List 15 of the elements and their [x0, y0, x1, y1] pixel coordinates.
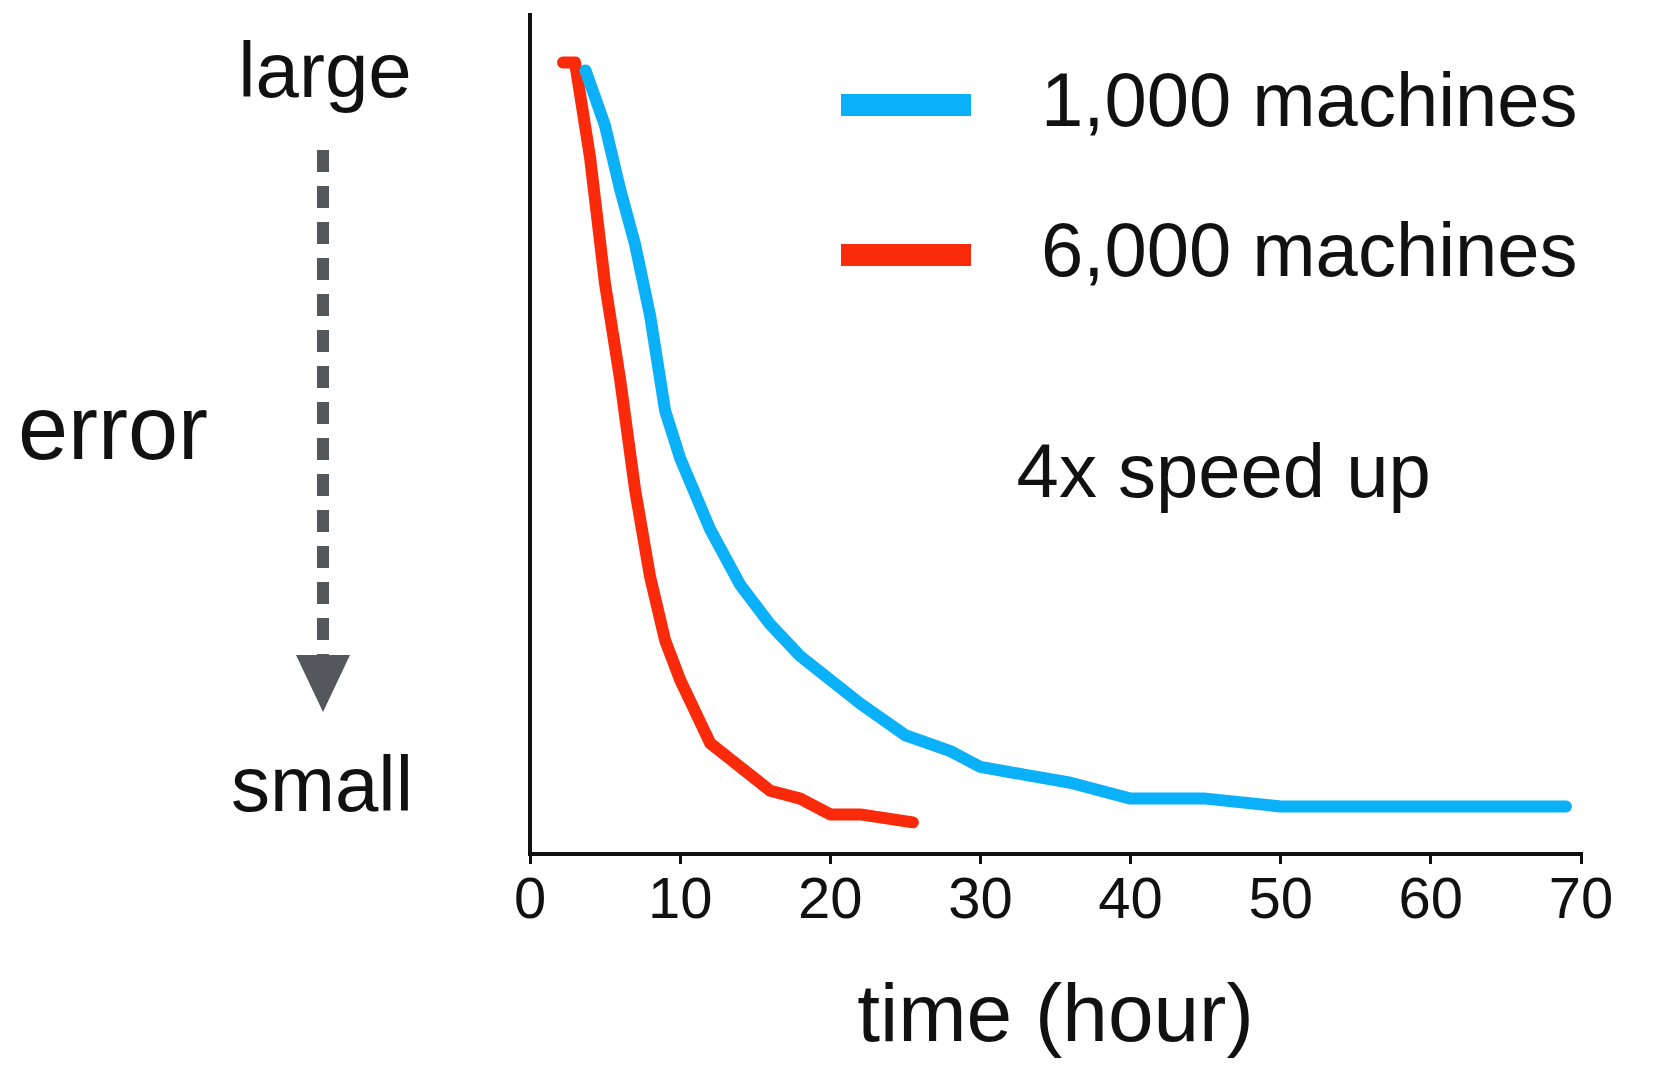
x-tick-label: 10 — [647, 864, 713, 930]
x-tick-label: 60 — [1398, 864, 1464, 930]
y-axis-title: error — [18, 378, 209, 479]
legend-label: 1,000 machines — [1041, 56, 1578, 142]
annotation: 4x speed up — [1016, 428, 1431, 514]
x-tick-label: 40 — [1098, 864, 1163, 930]
text: small — [230, 739, 414, 828]
text: large — [238, 25, 412, 114]
x-axis-title: time (hour) — [857, 967, 1254, 1059]
x-tick-label: 20 — [798, 864, 863, 930]
x-tick-label: 0 — [513, 864, 547, 930]
x-tick-label: 50 — [1248, 864, 1313, 930]
x-tick-label: 70 — [1548, 864, 1614, 930]
legend-label: 6,000 machines — [1041, 206, 1578, 292]
x-tick-label: 30 — [948, 864, 1013, 930]
